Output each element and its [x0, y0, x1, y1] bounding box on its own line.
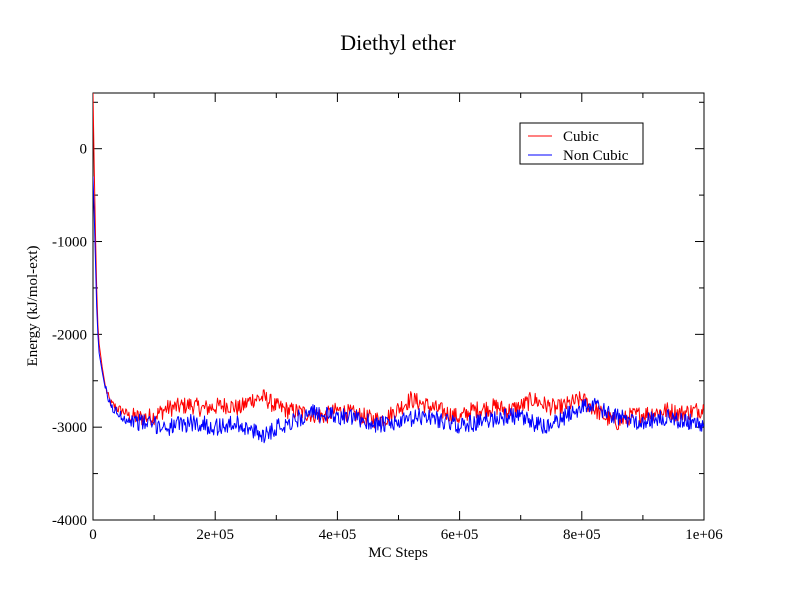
x-tick-label: 1e+06 [685, 527, 723, 543]
legend: Cubic Non Cubic [519, 122, 644, 165]
x-tick-label: 2e+05 [196, 527, 234, 543]
legend-box [519, 122, 644, 165]
y-tick-label: -4000 [52, 513, 87, 529]
y-tick-label: -2000 [52, 327, 87, 343]
y-tick-label: -1000 [52, 235, 87, 251]
series-layer [93, 93, 704, 444]
chart-title: Diethyl ether [340, 30, 456, 55]
x-tick-label: 0 [89, 527, 97, 543]
axis-ticks: 0 2e+05 4e+05 6e+05 8e+05 1e+06 -4000 -3000 -200… [52, 93, 723, 543]
y-tick-label: -3000 [52, 420, 87, 436]
y-tick-label: 0 [80, 142, 88, 158]
series-line-cubic [93, 93, 704, 431]
legend-label-cubic: Cubic [563, 129, 599, 145]
x-axis-label: MC Steps [368, 545, 428, 561]
x-tick-label: 8e+05 [563, 527, 601, 543]
y-axis-label: Energy (kJ/mol-ext) [25, 246, 41, 367]
legend-label-non-cubic: Non Cubic [563, 148, 629, 164]
series-line-non-cubic [93, 176, 704, 444]
x-tick-label: 4e+05 [319, 527, 357, 543]
x-tick-label: 6e+05 [441, 527, 479, 543]
